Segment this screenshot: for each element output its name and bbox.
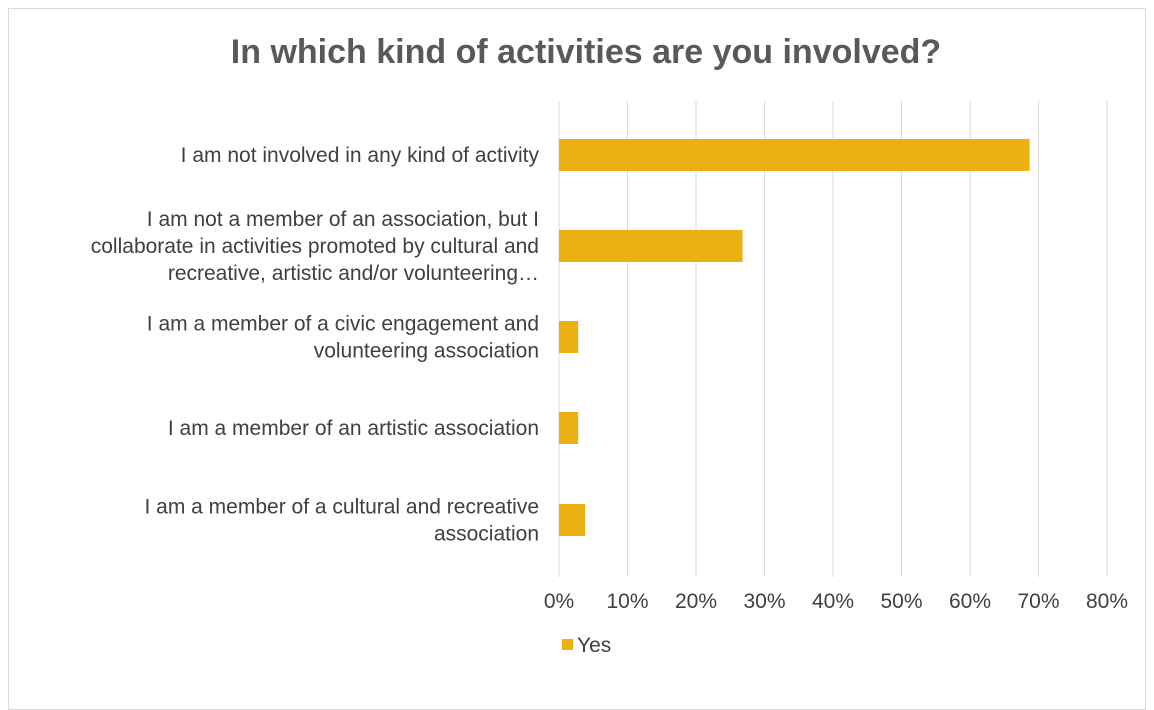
category-label: I am not involved in any kind of activit… <box>181 144 540 167</box>
legend-label: Yes <box>577 634 611 657</box>
x-tick-label: 80% <box>1086 590 1128 613</box>
gridlines <box>558 101 1108 577</box>
x-tick-label: 60% <box>949 590 991 613</box>
category-label-line: I am a member of a civic engagement and <box>147 313 539 336</box>
category-label: I am a member of a cultural and recreati… <box>144 496 539 546</box>
category-label-line: volunteering association <box>314 340 539 363</box>
x-tick-label: 20% <box>675 590 717 613</box>
category-label-line: I am a member of a cultural and recreati… <box>144 496 539 519</box>
bar <box>559 230 743 262</box>
chart-title: In which kind of activities are you invo… <box>231 33 941 71</box>
bar-chart: In which kind of activities are you invo… <box>91 33 1128 657</box>
chart-frame: In which kind of activities are you invo… <box>8 8 1146 710</box>
legend: Yes <box>562 634 611 657</box>
bar <box>559 139 1030 171</box>
category-label: I am a member of a civic engagement and v… <box>147 313 539 363</box>
category-label-line: I am not involved in any kind of activit… <box>181 144 540 167</box>
bars <box>559 139 1030 536</box>
category-label: I am a member of an artistic association <box>168 417 539 440</box>
bar <box>559 321 579 353</box>
category-labels: I am not involved in any kind of activit… <box>91 144 540 546</box>
x-tick-label: 30% <box>743 590 785 613</box>
x-tick-label: 50% <box>880 590 922 613</box>
legend-swatch <box>562 639 573 650</box>
category-label: I am not a member of an association, but… <box>91 208 539 285</box>
x-tick-label: 10% <box>606 590 648 613</box>
bar <box>559 412 579 444</box>
x-axis-ticks: 0% 10% 20% 30% 40% 50% 60% 70% 80% <box>544 590 1128 613</box>
category-label-line: I am a member of an artistic association <box>168 417 539 440</box>
x-tick-label: 0% <box>544 590 574 613</box>
bar <box>559 504 586 536</box>
category-label-line: association <box>434 523 539 546</box>
category-label-line: collaborate in activities promoted by cu… <box>91 235 539 258</box>
x-tick-label: 40% <box>812 590 854 613</box>
x-tick-label: 70% <box>1017 590 1059 613</box>
category-label-line: recreative, artistic and/or volunteering… <box>168 262 539 285</box>
category-label-line: I am not a member of an association, but… <box>147 208 539 231</box>
